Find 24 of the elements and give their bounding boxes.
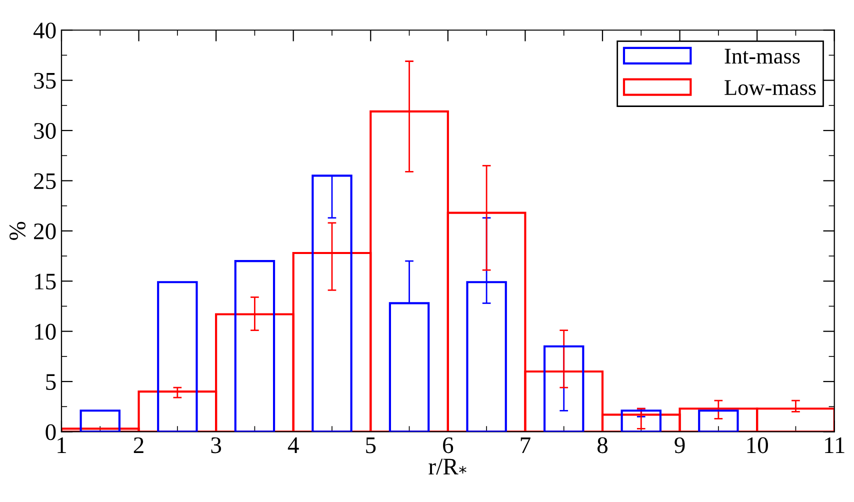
y-tick-label: 5 xyxy=(46,374,56,390)
x-tick-label: 7 xyxy=(520,438,530,453)
y-axis-title: % xyxy=(10,222,26,240)
x-tick-label: 5 xyxy=(366,438,376,454)
legend-label: Int-mass xyxy=(724,48,800,64)
y-tick-label: 20 xyxy=(34,223,56,240)
y-tick-label: 0 xyxy=(46,424,56,440)
y-tick-label: 10 xyxy=(35,324,56,340)
y-tick-label: 30 xyxy=(34,123,56,139)
x-tick-label: 6 xyxy=(443,437,454,454)
y-tick-label: 35 xyxy=(34,72,56,89)
y-tick-label: 15 xyxy=(35,274,56,290)
x-tick-label: 3 xyxy=(211,437,222,454)
x-tick-label: 11 xyxy=(825,437,844,453)
y-tick-label: 40 xyxy=(33,22,56,39)
x-tick-label: 2 xyxy=(134,437,144,453)
x-tick-label: 1 xyxy=(58,437,66,453)
x-tick-label: 10 xyxy=(747,437,768,454)
legend-label: Low-mass xyxy=(724,80,816,96)
y-tick-label: 25 xyxy=(34,173,56,190)
x-tick-label: 4 xyxy=(288,437,299,453)
x-tick-label: 9 xyxy=(674,437,685,454)
x-axis-title: r/R$_{*}$ xyxy=(428,458,466,475)
x-tick-label: 8 xyxy=(597,437,608,454)
